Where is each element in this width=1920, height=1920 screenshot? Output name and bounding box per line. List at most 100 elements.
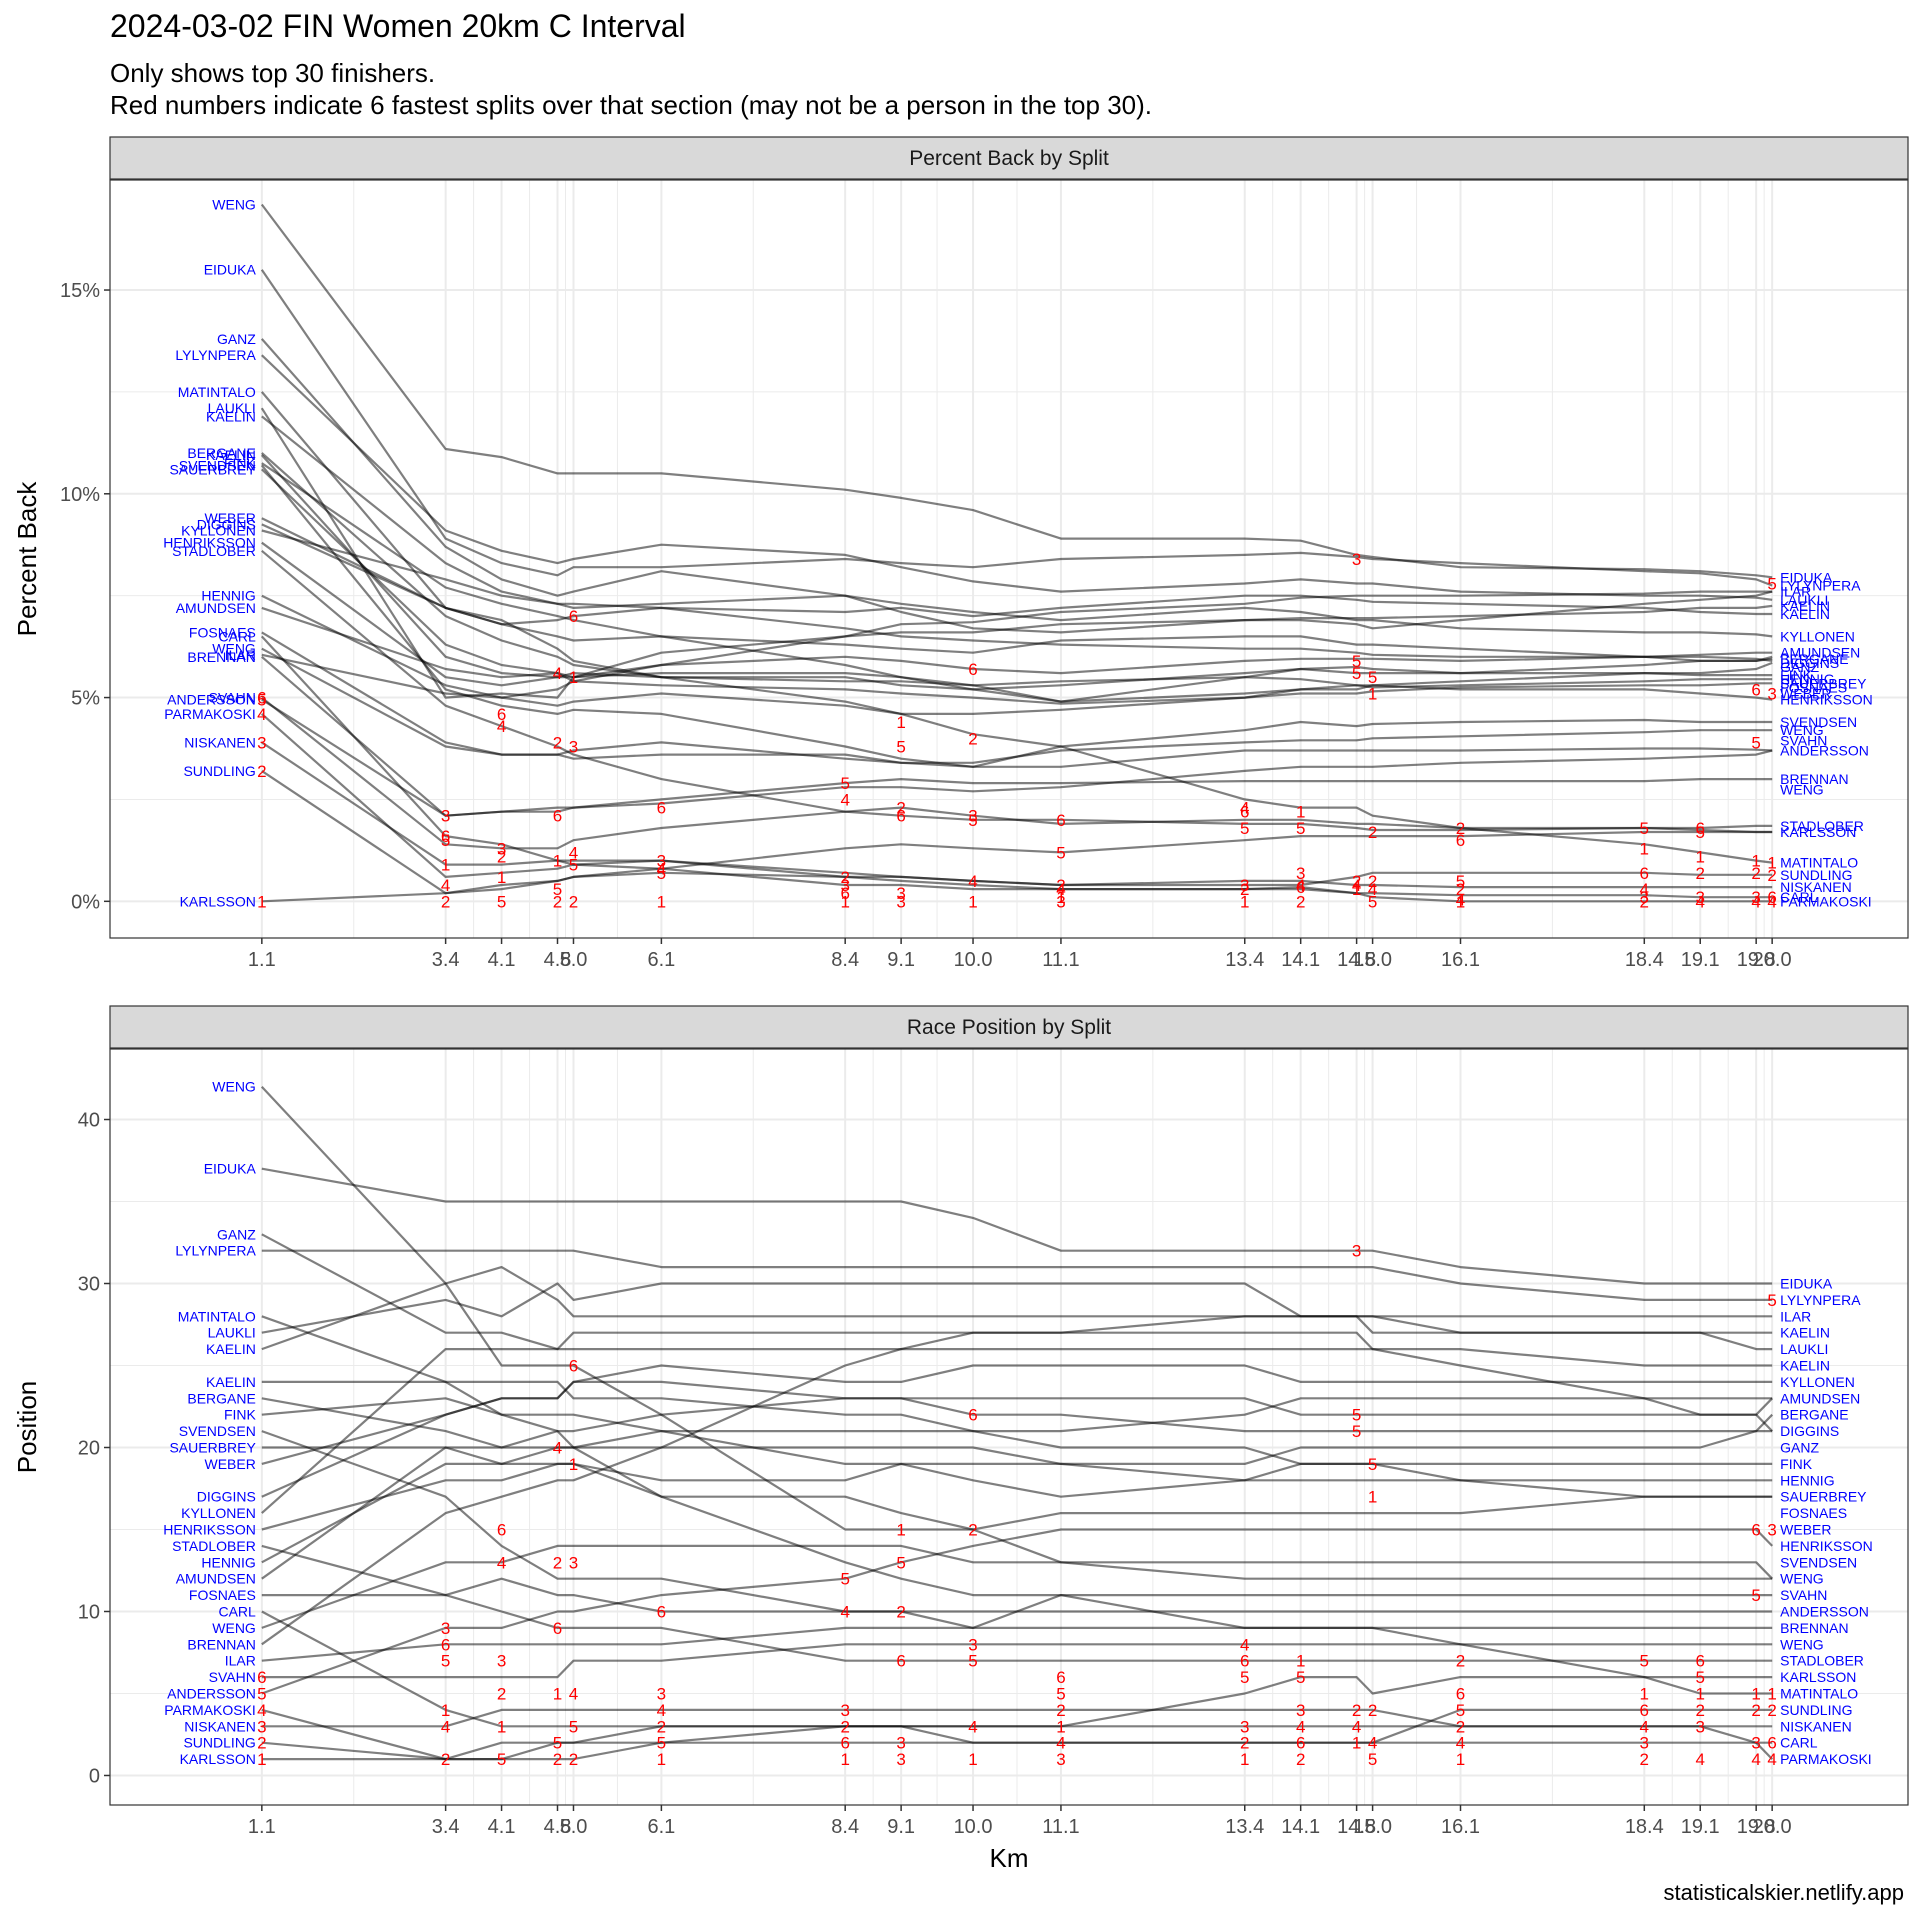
series-line: [261, 655, 1773, 817]
x-axis-title: Km: [990, 1843, 1029, 1873]
series-line: [260, 407, 1773, 699]
x-tick-label: 18.4: [1625, 949, 1664, 971]
split-rank-label: 1: [968, 892, 977, 911]
split-rank-label: 2: [553, 1553, 562, 1572]
split-rank-label: 1: [1240, 1750, 1249, 1769]
split-rank-label: 3: [896, 1750, 905, 1769]
split-rank-label: 6: [1751, 1520, 1760, 1539]
split-rank-label: 2: [1456, 880, 1465, 899]
x-tick-label: 15.0: [1353, 949, 1392, 971]
athlete-start-label: KAELIN: [206, 1341, 256, 1357]
split-rank-label: 1: [553, 852, 562, 871]
series-line: [261, 1708, 1773, 1761]
split-rank-label: 3: [569, 1553, 578, 1572]
x-tick-label: 14.8: [1337, 1816, 1376, 1838]
athlete-start-label: WENG: [212, 641, 256, 657]
split-rank-label: 4: [569, 1684, 578, 1703]
split-rank-label: 1: [840, 1750, 849, 1769]
athlete-start-label: LYLYNPERA: [175, 347, 256, 363]
athlete-end-label: FOSNAES: [1780, 679, 1847, 695]
split-rank-label: 1: [1296, 1652, 1305, 1671]
split-rank-label: 2: [968, 729, 977, 748]
split-rank-label: 1: [840, 892, 849, 911]
series-line: [261, 647, 1773, 764]
split-rank-label: 3: [968, 807, 977, 826]
split-rank-label: 4: [569, 843, 578, 862]
x-tick-label: 3.4: [432, 1816, 460, 1838]
athlete-start-label: DIGGINS: [197, 1489, 256, 1505]
split-rank-label: 4: [441, 1717, 450, 1736]
athlete-start-label: SVAHN: [209, 1669, 256, 1685]
athlete-end-label: ILAR: [1780, 584, 1811, 600]
split-rank-label: 5: [1368, 892, 1377, 911]
athlete-end-label: ANDERSSON: [1780, 1603, 1869, 1619]
split-rank-label: 3: [1767, 1520, 1776, 1539]
series-line: [261, 529, 1773, 638]
panel-strip: [109, 1005, 1909, 1049]
athlete-start-label: EIDUKA: [204, 262, 257, 278]
athlete-start-label: KAELIN: [206, 408, 256, 424]
split-rank-label: 4: [497, 1553, 506, 1572]
athlete-end-label: MATINTALO: [1780, 1685, 1858, 1701]
athlete-start-label: FINK: [224, 1407, 257, 1423]
split-rank-label: 3: [1240, 1717, 1249, 1736]
athlete-start-label: FOSNAES: [189, 1587, 256, 1603]
split-rank-label: 1: [657, 892, 666, 911]
x-tick-label: 1.1: [248, 1816, 276, 1838]
x-tick-label: 15.0: [1353, 1816, 1392, 1838]
split-rank-label: 3: [896, 892, 905, 911]
split-rank-label: 6: [441, 827, 450, 846]
series-line: [261, 1528, 1773, 1695]
athlete-start-label: SVENDSEN: [179, 1423, 256, 1439]
athlete-end-label: WEBER: [1780, 1521, 1831, 1537]
series-line: [261, 606, 1773, 679]
x-tick-label: 8.4: [831, 949, 859, 971]
split-rank-label: 4: [1352, 1717, 1361, 1736]
split-rank-label: 6: [553, 1619, 562, 1638]
split-rank-label: 6: [657, 799, 666, 818]
x-tick-label: 13.4: [1225, 1816, 1264, 1838]
athlete-start-label: GANZ: [217, 331, 256, 347]
x-tick-label: 8.4: [831, 1816, 859, 1838]
athlete-start-label: WENG: [212, 1079, 256, 1095]
athlete-start-label: FINK: [224, 455, 257, 471]
split-rank-label: 4: [257, 705, 266, 724]
split-rank-label: 5: [1767, 574, 1776, 593]
split-rank-label: 5: [1240, 1668, 1249, 1687]
athlete-end-label: HENNIG: [1780, 1472, 1834, 1488]
panel-title: Percent Back by Split: [909, 147, 1109, 170]
athlete-end-label: GANZ: [1780, 659, 1819, 675]
x-tick-label: 5.0: [560, 949, 588, 971]
split-rank-label: 6: [1695, 1652, 1704, 1671]
athlete-end-label: BERGANE: [1780, 651, 1848, 667]
split-rank-label: 3: [1056, 892, 1065, 911]
athlete-start-label: BRENNAN: [187, 649, 255, 665]
split-rank-label: 1: [497, 1717, 506, 1736]
split-rank-label: 2: [1368, 1701, 1377, 1720]
split-rank-label: 3: [1695, 1717, 1704, 1736]
athlete-start-label: SVAHN: [209, 690, 256, 706]
y-tick-label: 20: [78, 1437, 100, 1459]
split-rank-label: 1: [1368, 1488, 1377, 1507]
split-rank-label: 6: [1640, 864, 1649, 883]
athlete-start-label: ILAR: [225, 1653, 256, 1669]
split-rank-label: 6: [1296, 1734, 1305, 1753]
split-rank-label: 4: [840, 1602, 849, 1621]
split-rank-label: 2: [968, 1520, 977, 1539]
split-rank-label: 2: [441, 892, 450, 911]
split-rank-label: 4: [840, 790, 849, 809]
x-tick-label: 14.1: [1281, 949, 1320, 971]
split-rank-label: 5: [1296, 1668, 1305, 1687]
split-rank-label: 2: [497, 847, 506, 866]
split-rank-label: 2: [1240, 1734, 1249, 1753]
split-rank-label: 1: [441, 1701, 450, 1720]
split-rank-label: 3: [497, 1652, 506, 1671]
y-tick-label: 15%: [60, 280, 100, 302]
athlete-end-label: HENNIG: [1780, 671, 1834, 687]
split-rank-label: 3: [1240, 876, 1249, 895]
panel-strip: [109, 136, 1909, 180]
split-rank-label: 2: [553, 1750, 562, 1769]
x-tick-label: 4.1: [488, 949, 516, 971]
split-rank-label: 1: [441, 856, 450, 875]
split-rank-label: 3: [1751, 1734, 1760, 1753]
